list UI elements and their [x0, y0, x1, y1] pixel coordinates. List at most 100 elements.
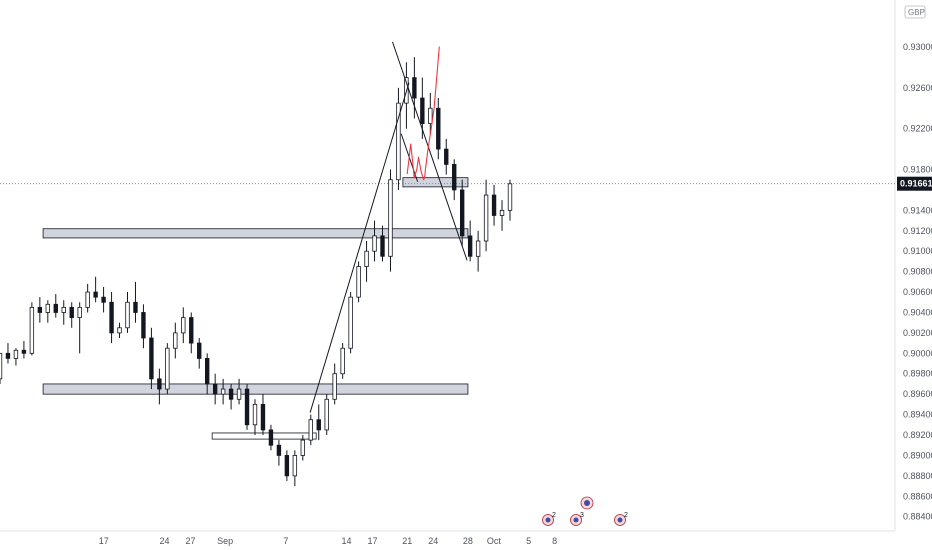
candle-body	[37, 306, 43, 313]
candle-body	[141, 312, 146, 339]
projection-path[interactable]	[406, 46, 440, 181]
candle-body	[459, 189, 465, 237]
candle-body	[316, 419, 321, 431]
x-tick-label: 17	[99, 536, 109, 546]
candle-body	[236, 388, 242, 400]
upper-resistance-zone[interactable]	[402, 177, 469, 188]
candle-body	[189, 317, 194, 344]
x-tick-label: 17	[368, 536, 378, 546]
x-tick-label: 28	[463, 536, 473, 546]
x-tick-label: 7	[283, 536, 288, 546]
candle-body	[244, 388, 250, 426]
last-price-tag	[897, 176, 932, 191]
x-tick-label: 27	[185, 536, 195, 546]
currency-label: GBP	[908, 8, 925, 17]
candle-body	[268, 429, 274, 446]
x-tick-label: Oct	[487, 536, 502, 546]
y-tick-label: 0.93000	[903, 42, 932, 52]
candle-body	[157, 378, 162, 390]
candle-body	[252, 403, 258, 426]
candle-body	[21, 349, 27, 354]
candle-body	[364, 250, 369, 267]
candle-body	[101, 296, 106, 303]
ascending-trendline[interactable]	[309, 82, 410, 413]
candle-body	[507, 183, 513, 211]
candle-body	[284, 455, 290, 477]
candle-body	[276, 444, 282, 456]
x-tick-label: 24	[428, 536, 438, 546]
candle-body	[5, 352, 11, 359]
candle-body	[467, 235, 473, 257]
candle-body	[388, 179, 393, 257]
candle-body	[412, 77, 417, 99]
candle-body	[491, 194, 497, 216]
candle-body	[340, 347, 345, 375]
candle-body	[45, 303, 51, 313]
candle-body	[181, 317, 186, 334]
x-tick-label: 5	[526, 536, 531, 546]
candle-body	[308, 419, 313, 441]
candle-body	[452, 164, 457, 191]
candle-body	[212, 383, 218, 395]
candle-body	[149, 337, 154, 380]
candle-body	[348, 296, 353, 349]
candle-body	[117, 327, 122, 334]
last-price-label: 0.91661	[900, 179, 932, 189]
event-flag-dot	[573, 517, 579, 523]
candle-body	[125, 301, 130, 329]
candle-body	[420, 97, 425, 124]
candle-body	[13, 349, 19, 359]
candle-body	[197, 342, 202, 359]
x-tick-label: 21	[402, 536, 412, 546]
candle-body	[53, 303, 58, 313]
lower-support-zone[interactable]	[42, 383, 469, 395]
candle-body	[436, 107, 441, 150]
candle-body	[29, 306, 35, 354]
candle-body	[292, 455, 298, 477]
candle-body	[356, 266, 361, 298]
candle-body	[109, 301, 114, 334]
candle-body	[85, 291, 90, 308]
candle-body	[260, 403, 266, 431]
candle-body	[444, 148, 449, 165]
candle-body	[372, 235, 377, 252]
candle-body	[173, 332, 178, 349]
candle-body	[93, 291, 98, 298]
x-tick-label: 24	[159, 536, 169, 546]
candle-body	[69, 306, 74, 318]
event-flag-dot	[545, 517, 551, 523]
candle-body	[220, 388, 226, 395]
event-flag-dot	[617, 517, 623, 523]
candle-body	[300, 439, 306, 456]
candle-body	[61, 306, 66, 313]
descending-trendline[interactable]	[392, 41, 468, 261]
candle-body	[428, 107, 433, 124]
candle-body	[499, 209, 505, 216]
middle-support-zone[interactable]	[42, 228, 469, 239]
candle-body	[228, 388, 234, 400]
candle-body	[0, 352, 3, 380]
x-tick-label: 14	[342, 536, 352, 546]
candle-body	[324, 398, 329, 431]
bottom-box[interactable]	[211, 432, 317, 440]
candle-body	[483, 194, 489, 242]
x-tick-label: Sep	[217, 536, 233, 546]
candle-body	[77, 306, 82, 318]
